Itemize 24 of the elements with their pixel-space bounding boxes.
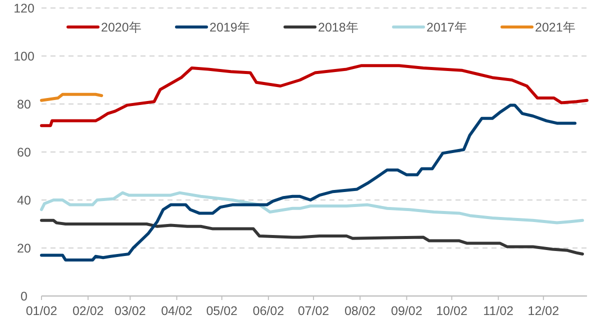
x-tick-label: 09/02 xyxy=(391,304,422,318)
x-tick-label: 07/02 xyxy=(298,304,330,318)
y-tick-label: 100 xyxy=(14,50,34,64)
y-tick-label: 40 xyxy=(17,194,31,208)
x-tick-label: 01/02 xyxy=(26,304,58,318)
x-tick-label: 06/02 xyxy=(252,304,284,318)
y-tick-label: 80 xyxy=(17,98,31,112)
x-tick-label: 04/02 xyxy=(161,304,192,318)
x-tick-label: 12/02 xyxy=(528,304,560,318)
x-tick-label: 02/02 xyxy=(72,304,104,318)
legend-label: 2020年 xyxy=(101,20,142,34)
y-tick-label: 60 xyxy=(17,146,31,160)
legend-label: 2021年 xyxy=(535,20,576,34)
legend-label: 2019年 xyxy=(210,20,250,34)
x-tick-label: 11/02 xyxy=(483,304,514,318)
y-tick-label: 0 xyxy=(20,290,28,304)
y-tick-label: 20 xyxy=(17,242,31,256)
x-tick-label: 10/02 xyxy=(436,304,468,318)
y-tick-label: 120 xyxy=(14,2,34,16)
x-tick-label: 03/02 xyxy=(114,304,146,318)
x-tick-label: 05/02 xyxy=(206,304,238,318)
legend-label: 2018年 xyxy=(318,20,359,34)
legend-label: 2017年 xyxy=(426,20,468,34)
x-tick-label: 08/02 xyxy=(344,304,376,318)
